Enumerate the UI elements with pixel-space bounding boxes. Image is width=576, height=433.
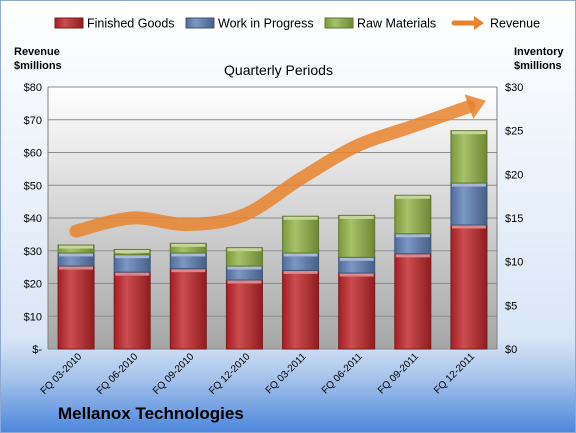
bar-cap-work-in-progress (283, 253, 318, 257)
bar-cap-raw-materials (339, 215, 374, 219)
y-left-label: Revenue $millions (14, 46, 62, 72)
legend-swatch-revenue-head (474, 16, 484, 30)
bar-finished-goods (450, 224, 488, 350)
y-left-tick: $10 (24, 311, 42, 323)
bar-cap-work-in-progress (451, 183, 486, 187)
bar-cap-finished-goods (115, 272, 150, 276)
y-right-label: Inventory $millions (514, 46, 564, 72)
legend-swatch-finished (54, 17, 84, 29)
y-left-tick: $70 (24, 115, 42, 127)
revenue-line (69, 100, 476, 238)
bar-cap-finished-goods (227, 280, 262, 284)
y-left-tick: $20 (24, 279, 42, 291)
bar-cap-raw-materials (115, 249, 150, 253)
bar-raw-materials (169, 242, 207, 254)
bar-cap-raw-materials (59, 245, 94, 249)
revenue-arrowhead (464, 94, 486, 119)
legend-label-raw: Raw Materials (357, 17, 436, 31)
legend-swatch-wip (185, 17, 215, 29)
y-left-tick: $60 (24, 148, 42, 160)
bar-cap-raw-materials (395, 195, 430, 199)
bar-cap-finished-goods (339, 273, 374, 277)
bar-cap-work-in-progress (171, 253, 206, 257)
bar-finished-goods (394, 253, 432, 350)
y-right-tick: $5 (505, 300, 517, 312)
bar-finished-goods (169, 268, 207, 350)
legend-label-finished: Finished Goods (87, 17, 175, 31)
y-right-tick: $25 (505, 126, 523, 138)
bar-cap-finished-goods (171, 269, 206, 273)
y-right-tick: $10 (505, 257, 523, 269)
bar-finished-goods (225, 279, 263, 350)
bar-cap-work-in-progress (339, 257, 374, 261)
y-right-tick: $30 (505, 82, 523, 94)
bar-raw-materials (450, 130, 488, 184)
y-left-tick: $50 (24, 180, 42, 192)
bar-cap-raw-materials (451, 131, 486, 135)
y-right-tick: $20 (505, 169, 523, 181)
y-right-tick: $15 (505, 213, 523, 225)
bar-work-in-progress (450, 182, 488, 226)
y-left-tick: $- (32, 344, 42, 356)
bar-cap-finished-goods (59, 266, 94, 270)
y-left-tick: $30 (24, 246, 42, 258)
bar-cap-raw-materials (171, 243, 206, 247)
bar-raw-materials (57, 244, 95, 254)
bar-cap-finished-goods (395, 254, 430, 258)
bar-finished-goods (113, 271, 151, 350)
bar-cap-work-in-progress (395, 234, 430, 238)
bar-finished-goods (57, 265, 95, 350)
legend-label-wip: Work in Progress (218, 17, 314, 31)
y-left-tick: $40 (24, 213, 42, 225)
bar-cap-finished-goods (283, 270, 318, 274)
bar-cap-raw-materials (227, 248, 262, 252)
bar-cap-work-in-progress (227, 266, 262, 270)
bar-raw-materials (282, 215, 320, 254)
bar-finished-goods (282, 269, 320, 350)
y-right-tick: $0 (505, 344, 517, 356)
bar-cap-work-in-progress (115, 255, 150, 259)
bar-raw-materials (225, 247, 263, 267)
bar-cap-raw-materials (283, 216, 318, 220)
bar-cap-finished-goods (451, 225, 486, 229)
bar-raw-materials (338, 214, 376, 258)
company-name: Mellanox Technologies (58, 404, 244, 423)
bar-raw-materials (394, 194, 432, 235)
bar-finished-goods (338, 272, 376, 350)
y-left-tick: $80 (24, 82, 42, 94)
chart-title: Quarterly Periods (224, 62, 333, 78)
bar-cap-work-in-progress (59, 253, 94, 257)
legend-swatch-raw (324, 17, 354, 29)
legend-label-revenue: Revenue (490, 17, 540, 31)
